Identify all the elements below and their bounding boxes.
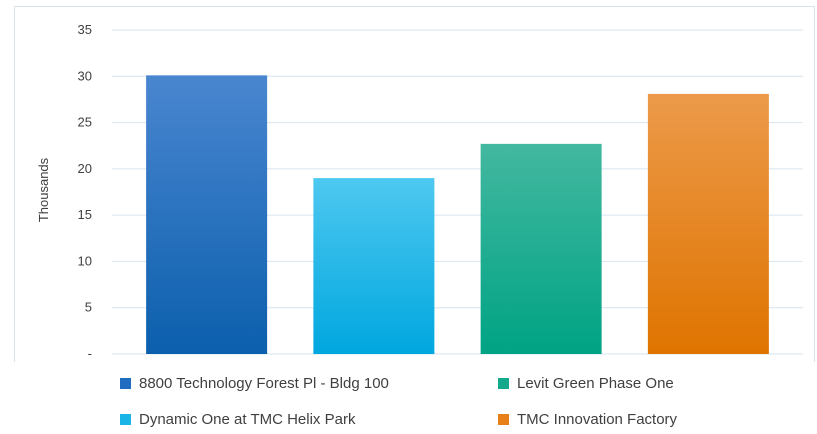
bar xyxy=(313,178,435,354)
bar xyxy=(146,75,268,355)
y-tick-label: 5 xyxy=(85,300,92,315)
legend-item: 8800 Technology Forest Pl - Bldg 100 xyxy=(120,375,389,392)
legend-label: 8800 Technology Forest Pl - Bldg 100 xyxy=(139,375,389,392)
y-tick-label: 15 xyxy=(78,207,92,222)
y-tick-label: 25 xyxy=(78,115,92,130)
legend-item: TMC Innovation Factory xyxy=(498,411,677,428)
y-tick-label: 10 xyxy=(78,253,92,268)
legend-item: Levit Green Phase One xyxy=(498,375,674,392)
y-tick-label: 30 xyxy=(78,68,92,83)
y-axis-ticks: - 5 10 15 20 25 30 35 xyxy=(78,22,92,361)
bar xyxy=(480,143,602,354)
legend-swatch xyxy=(120,414,131,425)
legend-swatch xyxy=(498,378,509,389)
legend-swatch xyxy=(120,378,131,389)
legend-label: Dynamic One at TMC Helix Park xyxy=(139,411,356,428)
y-tick-label: - xyxy=(88,346,92,361)
legend-label: TMC Innovation Factory xyxy=(517,411,678,428)
bars xyxy=(146,75,769,355)
y-tick-label: 35 xyxy=(78,22,92,37)
legend-item: Dynamic One at TMC Helix Park xyxy=(120,411,355,428)
chart-frame xyxy=(14,6,815,362)
y-tick-label: 20 xyxy=(78,161,92,176)
bar xyxy=(647,93,769,355)
legend-swatch xyxy=(498,414,509,425)
y-axis-label: Thousands xyxy=(36,157,51,222)
legend-label: Levit Green Phase One xyxy=(517,375,674,392)
